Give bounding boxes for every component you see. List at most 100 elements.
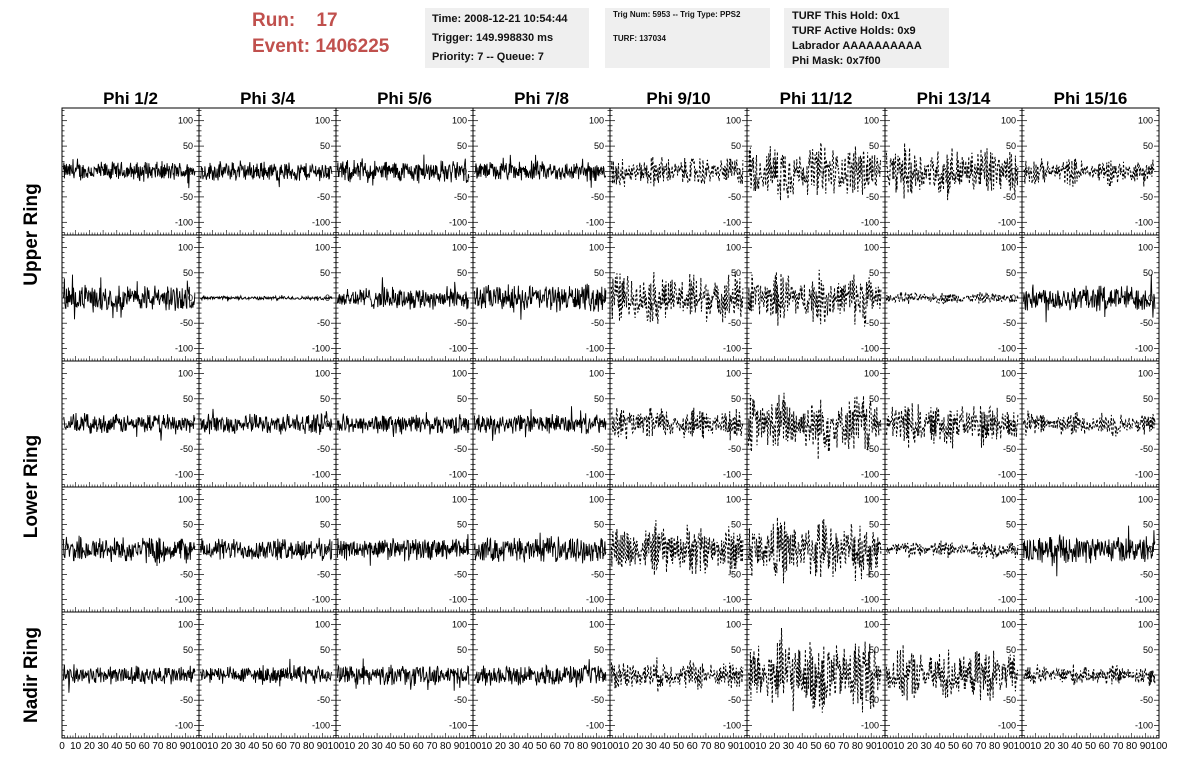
y-tick-label: -100 bbox=[312, 595, 330, 605]
run-event-block: Run: 17 Event: 1406225 bbox=[252, 8, 389, 60]
x-tick-label: 40 bbox=[659, 741, 671, 752]
x-tick-label: 20 bbox=[84, 741, 96, 752]
y-tick-label: 100 bbox=[452, 116, 467, 126]
x-tick-label: 40 bbox=[522, 741, 534, 752]
waveform-trace bbox=[610, 657, 744, 693]
y-tick-label: -100 bbox=[175, 343, 193, 353]
column-title: Phi 5/6 bbox=[377, 89, 432, 108]
y-tick-label: -50 bbox=[1140, 444, 1153, 454]
y-tick-label: 100 bbox=[864, 620, 879, 630]
y-tick-label: -50 bbox=[1140, 318, 1153, 328]
y-tick-label: 100 bbox=[726, 369, 741, 379]
x-tick-label: 50 bbox=[673, 741, 685, 752]
x-tick-label: 70 bbox=[289, 741, 301, 752]
x-tick-label: 100 bbox=[602, 741, 619, 752]
waveform-trace bbox=[336, 658, 470, 691]
x-tick-label: 20 bbox=[358, 741, 370, 752]
x-tick-label: 70 bbox=[700, 741, 712, 752]
y-tick-label: -50 bbox=[1003, 444, 1016, 454]
x-tick-label: 0 bbox=[59, 741, 65, 752]
waveform-trace bbox=[62, 158, 196, 189]
y-tick-label: -100 bbox=[175, 469, 193, 479]
y-tick-label: 50 bbox=[869, 141, 879, 151]
column-title: Phi 13/14 bbox=[917, 89, 991, 108]
y-tick-label: -50 bbox=[1003, 570, 1016, 580]
y-tick-label: 0 bbox=[599, 419, 604, 429]
y-tick-label: 0 bbox=[736, 293, 741, 303]
y-tick-label: 100 bbox=[178, 116, 193, 126]
y-tick-label: -100 bbox=[175, 720, 193, 730]
y-tick-label: -100 bbox=[723, 343, 741, 353]
x-tick-label: 50 bbox=[948, 741, 960, 752]
y-tick-label: 50 bbox=[183, 645, 193, 655]
x-tick-label: 80 bbox=[166, 741, 178, 752]
x-tick-label: 40 bbox=[1071, 741, 1083, 752]
y-tick-label: 0 bbox=[874, 293, 879, 303]
x-tick-label: 90 bbox=[866, 741, 878, 752]
waveform-trace bbox=[473, 283, 607, 320]
waveform-trace bbox=[62, 274, 196, 320]
labrador-text: Labrador AAAAAAAAAA bbox=[792, 40, 922, 52]
waveform-trace bbox=[336, 154, 470, 186]
y-tick-label: 100 bbox=[1001, 243, 1016, 253]
y-tick-label: 50 bbox=[1143, 394, 1153, 404]
y-tick-label: -50 bbox=[591, 570, 604, 580]
x-tick-label: 60 bbox=[139, 741, 151, 752]
y-tick-label: 50 bbox=[183, 394, 193, 404]
x-tick-label: 50 bbox=[399, 741, 411, 752]
y-tick-label: -100 bbox=[449, 595, 467, 605]
waveform-trace bbox=[473, 532, 607, 564]
x-tick-label: 80 bbox=[303, 741, 315, 752]
y-tick-label: 0 bbox=[1148, 419, 1153, 429]
y-tick-label: -100 bbox=[312, 469, 330, 479]
column-title: Phi 3/4 bbox=[240, 89, 295, 108]
x-tick-label: 30 bbox=[235, 741, 247, 752]
y-tick-label: 100 bbox=[864, 116, 879, 126]
y-tick-label: 0 bbox=[736, 167, 741, 177]
y-tick-label: 0 bbox=[325, 293, 330, 303]
y-tick-label: -50 bbox=[728, 318, 741, 328]
x-tick-label: 10 bbox=[481, 741, 493, 752]
y-tick-label: -100 bbox=[449, 720, 467, 730]
y-tick-label: 100 bbox=[315, 495, 330, 505]
y-tick-label: 100 bbox=[1138, 116, 1153, 126]
waveform-trace bbox=[885, 644, 1019, 702]
y-tick-label: 50 bbox=[183, 141, 193, 151]
x-tick-label: 40 bbox=[111, 741, 123, 752]
y-tick-label: 0 bbox=[599, 670, 604, 680]
waveform-trace bbox=[885, 540, 1019, 559]
waveform-trace bbox=[199, 658, 333, 687]
y-tick-label: 100 bbox=[1001, 116, 1016, 126]
y-tick-label: 100 bbox=[452, 243, 467, 253]
y-tick-label: -100 bbox=[586, 595, 604, 605]
x-tick-label: 90 bbox=[591, 741, 603, 752]
waveform-trace bbox=[336, 534, 470, 566]
x-tick-label: 20 bbox=[632, 741, 644, 752]
y-tick-label: -50 bbox=[317, 695, 330, 705]
y-tick-label: -100 bbox=[861, 595, 879, 605]
y-tick-label: -100 bbox=[586, 720, 604, 730]
y-tick-label: 50 bbox=[731, 645, 741, 655]
trig-num-text: Trig Num: 5953 -- Trig Type: PPS2 bbox=[613, 10, 741, 19]
y-tick-label: 100 bbox=[589, 620, 604, 630]
y-tick-label: 50 bbox=[457, 394, 467, 404]
y-tick-label: 50 bbox=[1143, 141, 1153, 151]
y-tick-label: -50 bbox=[180, 318, 193, 328]
waveform-trace bbox=[610, 520, 744, 576]
x-tick-label: 20 bbox=[1044, 741, 1056, 752]
row-title: Nadir Ring bbox=[21, 627, 42, 723]
y-tick-label: 0 bbox=[462, 293, 467, 303]
x-tick-label: 100 bbox=[1151, 741, 1168, 752]
waveform-trace bbox=[62, 535, 196, 567]
panel-frame bbox=[884, 611, 1023, 739]
x-tick-label: 10 bbox=[755, 741, 767, 752]
y-tick-label: -50 bbox=[454, 192, 467, 202]
event-label: Event: bbox=[252, 36, 311, 57]
y-tick-label: -50 bbox=[454, 318, 467, 328]
y-tick-label: -100 bbox=[586, 217, 604, 227]
waveform-trace bbox=[474, 154, 607, 188]
y-tick-label: -100 bbox=[586, 343, 604, 353]
x-tick-label: 80 bbox=[714, 741, 726, 752]
priority-text: Priority: 7 -- Queue: 7 bbox=[432, 51, 544, 63]
